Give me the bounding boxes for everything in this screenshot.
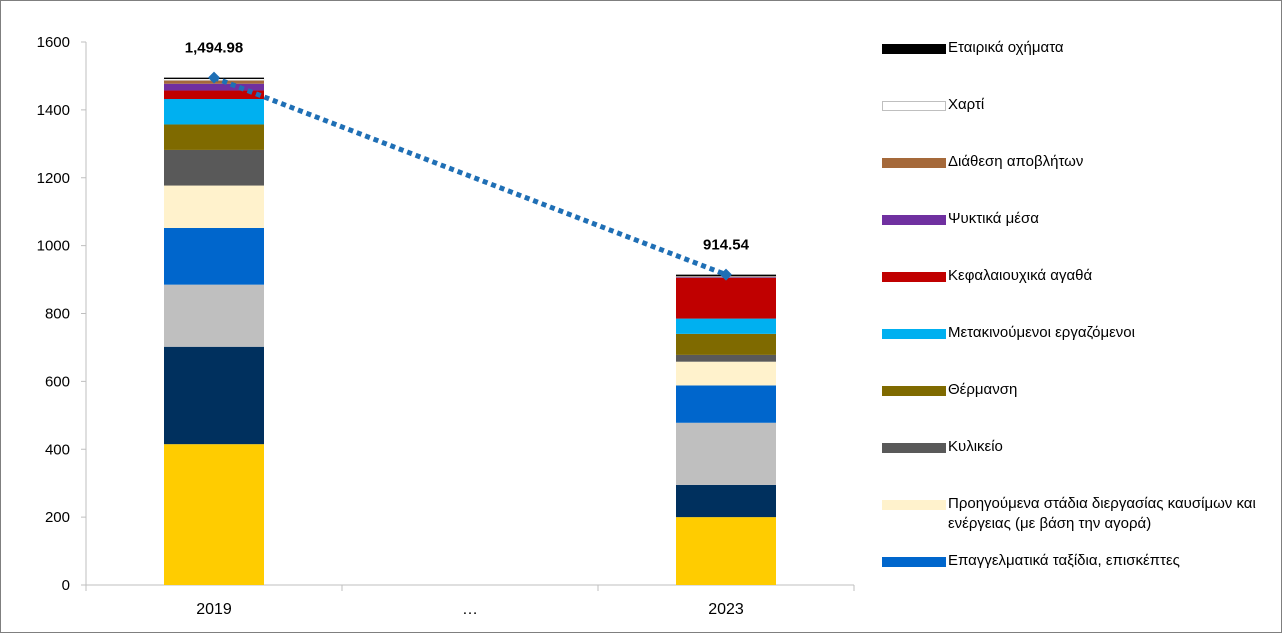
bar-segment <box>164 149 264 186</box>
y-tick-label: 1600 <box>37 34 70 51</box>
totals-line-path <box>213 75 727 277</box>
y-tick-label: 1400 <box>37 102 70 119</box>
legend-label: Κυλικείο <box>948 438 1003 455</box>
legend-swatch <box>882 557 946 567</box>
x-tick-label: 2023 <box>708 601 744 618</box>
bar-segment <box>676 361 776 386</box>
legend-swatch <box>882 215 946 225</box>
legend-label: Διάθεση αποβλήτων <box>948 153 1084 170</box>
bar-segment <box>676 277 776 319</box>
totals-line <box>208 71 732 281</box>
total-labels: 1,494.98 914.54 <box>185 40 750 254</box>
bar-segment <box>164 124 264 150</box>
legend-label: Εταιρικά οχήματα <box>948 39 1064 56</box>
totals-marker <box>720 268 732 281</box>
legend-label: Θέρμανση <box>948 381 1018 398</box>
y-axis: 0 200 400 600 800 1000 1200 1400 1600 <box>37 34 87 594</box>
bar-segment <box>164 83 264 91</box>
y-tick-label: 1000 <box>37 238 70 255</box>
bar-segment <box>164 346 264 445</box>
bar-segment <box>676 354 776 362</box>
x-axis: 2019 … 2023 <box>85 584 855 618</box>
legend-label: Χαρτί <box>948 96 985 113</box>
x-tick-label: … <box>462 601 478 618</box>
bar-segment <box>164 284 264 347</box>
legend-swatch <box>882 386 946 396</box>
bar-segment <box>164 444 264 585</box>
legend-swatch <box>882 158 946 168</box>
legend-label: Μετακινούμενοι εργαζόμενοι <box>948 324 1135 341</box>
y-tick-label: 200 <box>45 509 70 526</box>
legend-label: Ψυκτικά μέσα <box>948 210 1039 227</box>
y-tick-label: 1200 <box>37 170 70 187</box>
legend: Εταιρικά οχήματα Χαρτί Διάθεση αποβλήτων Ψυ… <box>882 0 1272 633</box>
bar-segment <box>676 422 776 485</box>
legend-swatch <box>882 101 946 111</box>
legend-swatch <box>882 272 946 282</box>
legend-label: Κεφαλαιουχικά αγαθά <box>948 267 1093 284</box>
bar-segment <box>164 99 264 125</box>
total-label: 1,494.98 <box>185 40 243 57</box>
legend-swatch <box>882 500 946 510</box>
y-tick-label: 600 <box>45 373 70 390</box>
legend-label: Προηγούμενα στάδια διεργασίας καυσίμων κ… <box>948 495 1256 532</box>
total-label: 914.54 <box>703 237 750 254</box>
bar-segment <box>676 517 776 585</box>
legend-swatch <box>882 443 946 453</box>
bar-segment <box>676 484 776 518</box>
legend-swatch <box>882 329 946 339</box>
y-tick-label: 400 <box>45 441 70 458</box>
bar-segment <box>676 385 776 423</box>
bars <box>163 77 777 585</box>
y-tick-label: 0 <box>62 577 70 594</box>
x-tick-label: 2019 <box>196 601 232 618</box>
bar-segment <box>164 185 264 228</box>
bar-segment <box>676 333 776 355</box>
legend-label: Επαγγελματικά ταξίδια, επισκέπτες <box>948 552 1180 569</box>
legend-swatch <box>882 44 946 54</box>
bar-segment <box>676 318 776 334</box>
y-tick-label: 800 <box>45 306 70 323</box>
bar-segment <box>164 90 264 100</box>
totals-marker <box>208 71 220 84</box>
bar-segment <box>164 227 264 285</box>
